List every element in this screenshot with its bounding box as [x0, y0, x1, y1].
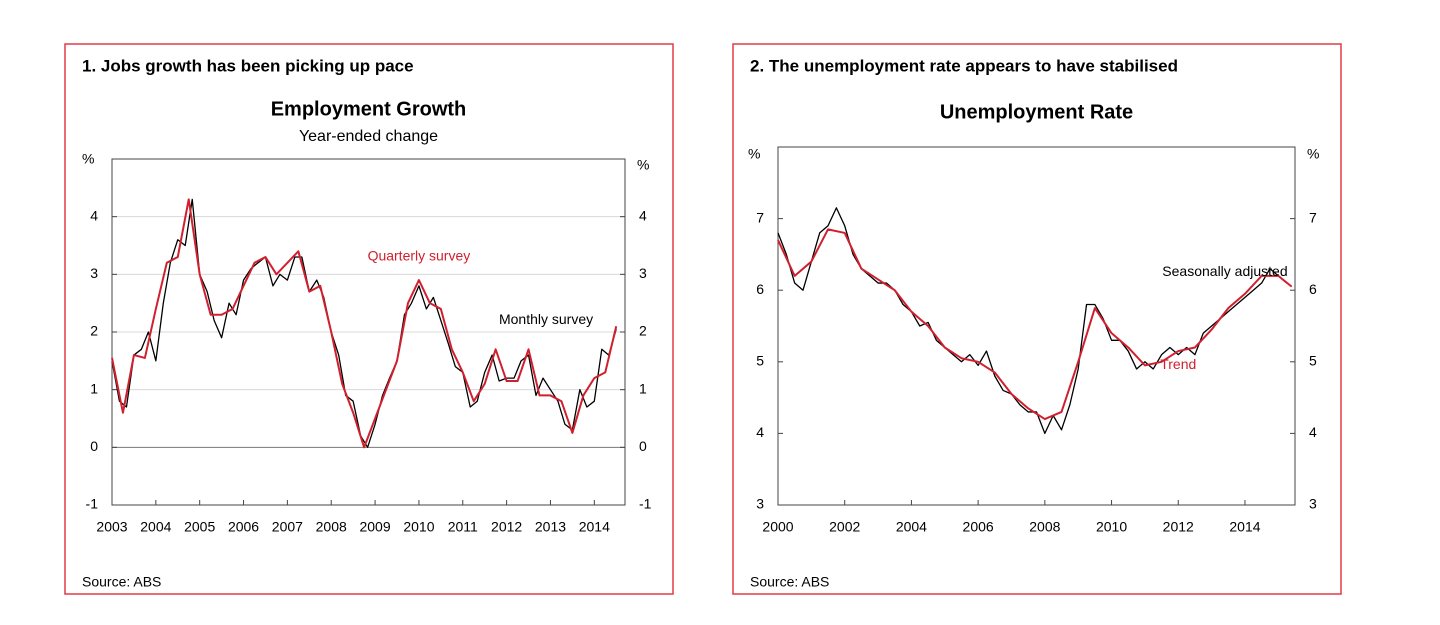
panel-heading: 1. Jobs growth has been picking up pace	[82, 56, 414, 75]
annotation: Quarterly survey	[368, 248, 471, 264]
annotation: Monthly survey	[499, 311, 593, 327]
x-tick-label: 2008	[316, 519, 347, 535]
y-tick-label-right: 0	[639, 438, 647, 454]
y-tick-label: 0	[90, 438, 98, 454]
chart-subtitle: Year-ended change	[299, 128, 438, 145]
x-tick-label: 2010	[1096, 519, 1127, 535]
series-line	[777, 207, 1288, 435]
y-unit-left: %	[82, 151, 94, 167]
panel-heading: 2. The unemployment rate appears to have…	[750, 56, 1178, 75]
x-tick-label: 2010	[403, 519, 434, 535]
y-tick-label-right: 4	[1309, 424, 1317, 440]
panel-frame	[64, 43, 674, 595]
y-tick-label-right: -1	[639, 496, 652, 512]
series-line	[111, 198, 617, 448]
annotation: Trend	[1160, 356, 1196, 372]
y-tick-label-right: 3	[639, 265, 647, 281]
x-tick-label: 2003	[96, 519, 127, 535]
annotation: Seasonally adjusted	[1162, 263, 1287, 279]
y-tick-label-right: 1	[639, 380, 647, 396]
x-tick-label: 2014	[1229, 519, 1260, 535]
y-unit-right: %	[1307, 146, 1319, 162]
x-tick-label: 2004	[140, 519, 171, 535]
y-tick-label-right: 5	[1309, 353, 1317, 369]
y-tick-label: 1	[90, 380, 98, 396]
chart-title: Employment Growth	[271, 98, 467, 120]
x-tick-label: 2013	[535, 519, 566, 535]
y-tick-label: 6	[756, 281, 764, 297]
series-line	[777, 228, 1293, 421]
x-tick-label: 2007	[272, 519, 303, 535]
y-tick-label: -1	[86, 496, 99, 512]
source-note: Source: ABS	[82, 574, 161, 590]
y-tick-label: 3	[90, 265, 98, 281]
y-tick-label: 4	[756, 424, 764, 440]
plot-frame	[777, 146, 1296, 506]
panel-frame	[732, 43, 1342, 595]
y-tick-label: 2	[90, 323, 98, 339]
y-tick-label: 5	[756, 353, 764, 369]
y-unit-left: %	[748, 146, 760, 162]
source-note: Source: ABS	[750, 574, 829, 590]
y-tick-label-right: 2	[639, 323, 647, 339]
plot-frame	[111, 158, 626, 506]
x-tick-label: 2002	[829, 519, 860, 535]
y-tick-label: 4	[90, 207, 98, 223]
x-tick-label: 2005	[184, 519, 215, 535]
x-tick-label: 2000	[762, 519, 793, 535]
y-tick-label-right: 3	[1309, 496, 1317, 512]
x-tick-label: 2006	[963, 519, 994, 535]
x-tick-label: 2011	[448, 519, 478, 535]
y-unit-right: %	[637, 157, 649, 173]
x-tick-label: 2004	[896, 519, 927, 535]
x-tick-label: 2012	[491, 519, 522, 535]
y-tick-label: 7	[756, 209, 764, 225]
y-tick-label-right: 4	[639, 207, 647, 223]
y-tick-label-right: 6	[1309, 281, 1317, 297]
series-line	[111, 198, 618, 449]
x-tick-label: 2014	[579, 519, 610, 535]
chart-title: Unemployment Rate	[940, 101, 1133, 123]
x-tick-label: 2009	[359, 519, 390, 535]
x-tick-label: 2008	[1029, 519, 1060, 535]
x-tick-label: 2012	[1163, 519, 1194, 535]
y-tick-label-right: 7	[1309, 209, 1317, 225]
y-tick-label: 3	[756, 496, 764, 512]
x-tick-label: 2006	[228, 519, 259, 535]
